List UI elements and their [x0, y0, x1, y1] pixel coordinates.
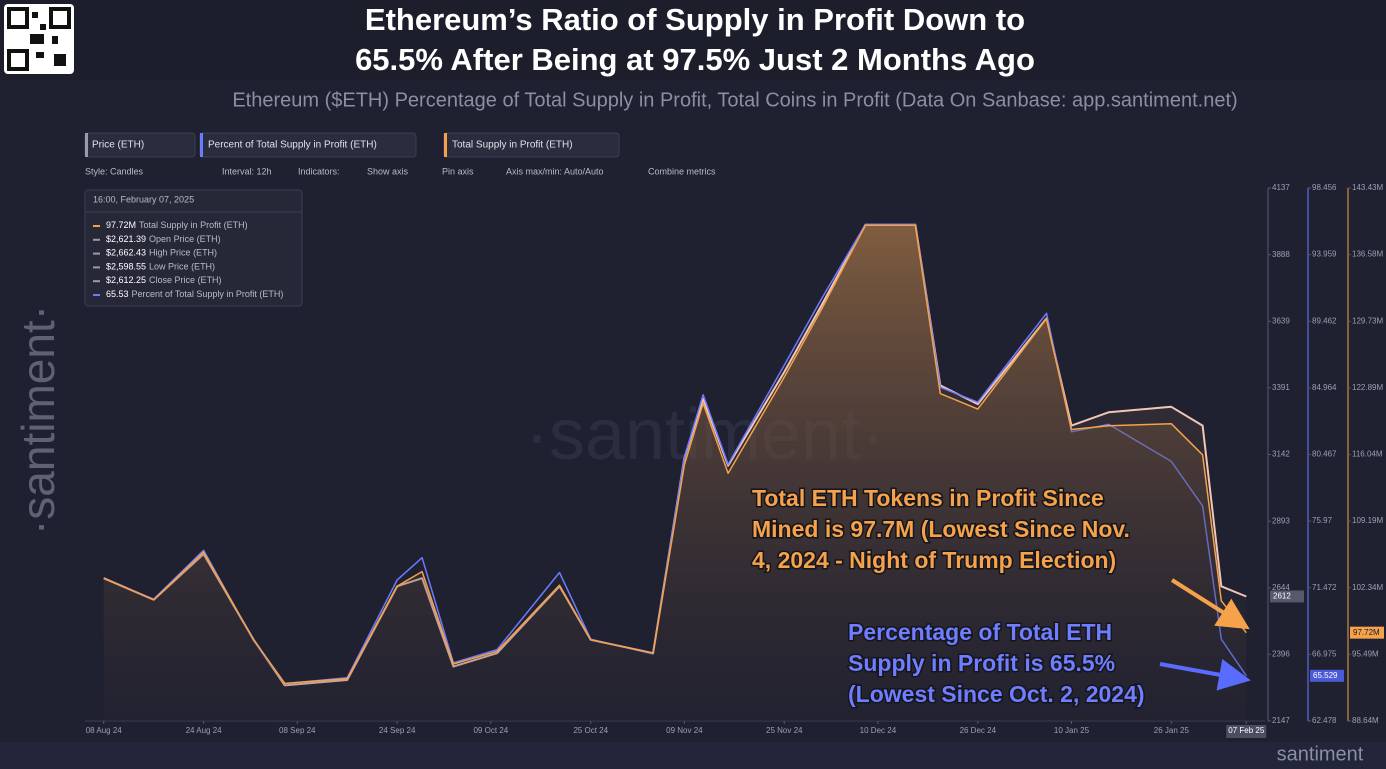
y-tick-label: 4137 [1272, 183, 1290, 192]
series-line [103, 224, 1247, 685]
legend-label: Price (ETH) [92, 140, 144, 151]
toolbar-item: Show axis [367, 166, 409, 176]
x-tick-label: 10 Jan 25 [1054, 726, 1090, 735]
y-tick-label: 2147 [1272, 716, 1290, 725]
legend-swatch [444, 133, 447, 157]
y-tick-label: 3391 [1272, 383, 1290, 392]
footer-logo: santiment [1277, 743, 1364, 765]
x-tick-label: 08 Aug 24 [86, 726, 123, 735]
annotation-arrow [1170, 578, 1250, 630]
x-tick-highlight [1226, 725, 1267, 738]
tooltip-label: Low Price (ETH) [149, 262, 215, 272]
plot [103, 223, 1247, 722]
x-tick-label: 26 Jan 25 [1154, 726, 1190, 735]
annotation: Supply in Profit is 65.5% [848, 650, 1115, 676]
supply-area [103, 225, 1247, 722]
tooltip-row: $2,621.39 Open Price (ETH) [106, 234, 221, 244]
legend-swatch [85, 133, 88, 157]
y-tick-label: 93.959 [1312, 250, 1337, 259]
tooltip-date: 16:00, February 07, 2025 [93, 194, 194, 204]
y-tick-label: 3888 [1272, 250, 1290, 259]
y-tick-label: 2644 [1272, 583, 1290, 592]
y-tick-label: 98.456 [1312, 183, 1337, 192]
tooltip-row: $2,662.43 High Price (ETH) [106, 248, 217, 258]
x-tick-label: 24 Sep 24 [379, 726, 416, 735]
toolbar-item: Pin axis [442, 166, 474, 176]
y-tick-label: 3142 [1272, 450, 1290, 459]
legend-label: Percent of Total Supply in Profit (ETH) [208, 140, 377, 151]
y-tick-label: 2893 [1272, 516, 1290, 525]
x-tick-label: 26 Dec 24 [960, 726, 997, 735]
legend-label: Total Supply in Profit (ETH) [452, 140, 573, 151]
y-tick-label: 71.472 [1312, 583, 1337, 592]
annotation: 4, 2024 - Night of Trump Election) [752, 547, 1116, 573]
tooltip-label: Close Price (ETH) [149, 276, 222, 286]
y-tick-label: 116.04M [1352, 450, 1383, 459]
y-tick-label: 122.89M [1352, 383, 1383, 392]
toolbar-item: Style: Candles [85, 166, 144, 176]
tooltip-value: 65.53 [106, 289, 129, 299]
tooltip-label: Open Price (ETH) [149, 234, 221, 244]
qr-code [4, 4, 74, 74]
tooltip-value: $2,612.25 [106, 276, 146, 286]
tooltip-label: High Price (ETH) [149, 248, 217, 258]
x-tick-label: 08 Sep 24 [279, 726, 316, 735]
y-tick-label: 143.43M [1352, 183, 1383, 192]
last-value-label: 97.72M [1353, 628, 1380, 637]
tooltip-row: 97.72M Total Supply in Profit (ETH) [106, 220, 248, 230]
title-line: Ethereum’s Ratio of Supply in Profit Dow… [365, 2, 1025, 37]
tooltip-box [84, 189, 303, 307]
y-tick-label: 102.34M [1352, 583, 1383, 592]
annotation: (Lowest Since Oct. 2, 2024) [848, 681, 1145, 707]
y-tick-label: 95.49M [1352, 649, 1379, 658]
y-tick-label: 2396 [1272, 649, 1290, 658]
x-tick-label: 24 Aug 24 [186, 726, 223, 735]
y-tick-label: 3639 [1272, 316, 1290, 325]
y-tick-label: 66.975 [1312, 649, 1337, 658]
y-tick-label: 84.964 [1312, 383, 1337, 392]
legend-swatch [200, 133, 203, 157]
tooltip-value: $2,621.39 [106, 234, 146, 244]
side-logo: ·santiment· [12, 305, 64, 535]
x-tick-label: 25 Oct 24 [573, 726, 608, 735]
x-tick-label: 07 Feb 25 [1228, 726, 1265, 735]
y-tick-label: 62.478 [1312, 716, 1337, 725]
y-tick-label: 129.73M [1352, 316, 1383, 325]
tooltip-label: Total Supply in Profit (ETH) [139, 220, 248, 230]
last-value-tag [1350, 626, 1384, 639]
x-tick-label: 25 Nov 24 [766, 726, 803, 735]
tooltip-value: $2,662.43 [106, 248, 146, 258]
y-tick-label: 88.64M [1352, 716, 1379, 725]
annotation: Total ETH Tokens in Profit Since [752, 485, 1104, 511]
subtitle: Ethereum ($ETH) Percentage of Total Supp… [232, 89, 1237, 111]
x-tick-label: 10 Dec 24 [860, 726, 897, 735]
annotation-arrow [1159, 658, 1251, 691]
x-tick-label: 09 Oct 24 [473, 726, 508, 735]
navigator [0, 742, 1386, 769]
toolbar-item: Axis max/min: Auto/Auto [506, 166, 604, 176]
last-value-tag [1270, 590, 1304, 603]
last-value-tag [1310, 669, 1344, 682]
toolbar-item: Combine metrics [648, 166, 716, 176]
tooltip-row: $2,598.55 Low Price (ETH) [106, 262, 215, 272]
tooltip-value: $2,598.55 [106, 262, 146, 272]
y-tick-label: 109.19M [1352, 516, 1383, 525]
tooltip-value: 97.72M [106, 220, 136, 230]
toolbar-item: Indicators: [298, 166, 340, 176]
tooltip-row: $2,612.25 Close Price (ETH) [106, 276, 222, 286]
y-tick-label: 80.467 [1312, 450, 1337, 459]
tooltip-row: 65.53 Percent of Total Supply in Profit (… [106, 289, 283, 299]
x-tick-label: 09 Nov 24 [666, 726, 703, 735]
y-tick-label: 75.97 [1312, 516, 1333, 525]
y-tick-label: 89.462 [1312, 316, 1337, 325]
tooltip-label: Percent of Total Supply in Profit (ETH) [132, 289, 284, 299]
annotation: Percentage of Total ETH [848, 619, 1112, 645]
last-value-label: 65.529 [1313, 671, 1338, 680]
last-value-label: 2612 [1273, 592, 1291, 601]
toolbar-item: Interval: 12h [222, 166, 272, 176]
title-line: 65.5% After Being at 97.5% Just 2 Months… [355, 42, 1035, 77]
y-tick-label: 136.58M [1352, 250, 1383, 259]
annotation: Mined is 97.7M (Lowest Since Nov. [752, 516, 1130, 542]
